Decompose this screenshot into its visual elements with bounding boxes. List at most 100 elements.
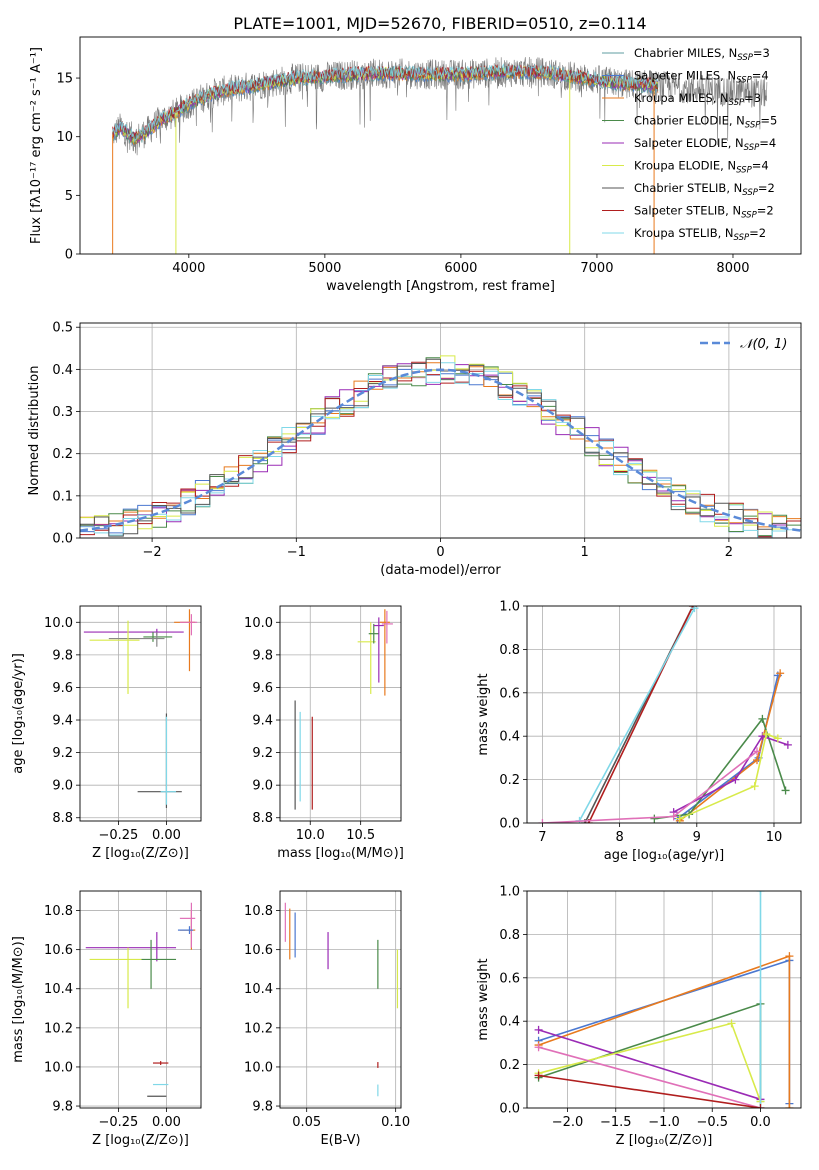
normal-curve xyxy=(80,368,801,532)
series-marker xyxy=(753,756,762,765)
x-axis-label: mass [log₁₀(M/M⊙)] xyxy=(277,846,404,861)
series-marker xyxy=(690,606,699,613)
series-marker xyxy=(783,740,792,749)
plot-area xyxy=(112,56,768,254)
x-tick-label: 2 xyxy=(725,545,733,560)
panel-2: −2 −1 0 1 2 0.0 0.1 0.2 0.3 0.4 0.5 (data-model)/er… xyxy=(27,321,802,578)
y-tick-label: 0.0 xyxy=(52,532,73,547)
y-tick-label: 10 xyxy=(56,130,73,145)
x-tick-label: 0.10 xyxy=(381,1115,410,1130)
series-marker xyxy=(781,786,790,795)
axes-frame xyxy=(79,36,802,255)
y-tick-label: 0.3 xyxy=(52,405,73,420)
y-tick-label: 9.8 xyxy=(252,1100,273,1115)
series-line xyxy=(542,750,758,823)
series-marker xyxy=(669,812,678,821)
plot-area xyxy=(284,902,399,1097)
x-tick-label: −0.25 xyxy=(98,1115,138,1130)
y-tick-label: 9.0 xyxy=(52,779,73,794)
y-tick-label: 9.8 xyxy=(252,648,273,663)
x-tick-label: 10.5 xyxy=(346,828,375,843)
y-axis-label: Normed distribution xyxy=(27,366,42,496)
y-tick-label: 10.0 xyxy=(44,1060,73,1075)
series-line xyxy=(673,735,789,813)
series-marker xyxy=(776,669,785,678)
y-tick-label: 10.0 xyxy=(44,616,73,631)
y-tick-label: 10.8 xyxy=(244,904,273,919)
y-axis-label: Flux [fλ10⁻¹⁷ erg cm⁻² s⁻¹ A⁻¹] xyxy=(29,47,44,244)
axes-frame xyxy=(526,890,802,1109)
series-marker xyxy=(785,952,794,961)
series-marker xyxy=(773,734,782,743)
axes-frame xyxy=(279,605,402,822)
y-tick-label: 0.0 xyxy=(499,817,520,832)
series-line xyxy=(538,1002,762,1102)
plot-area xyxy=(83,609,198,808)
y-tick-label: 0.5 xyxy=(52,321,73,336)
y-tick-label: 9.0 xyxy=(252,779,273,794)
x-tick-label: 1 xyxy=(581,545,589,560)
x-axis-label: Z [log₁₀(Z/Z⊙)] xyxy=(92,846,189,861)
y-axis-label: mass [log₁₀(M/M⊙)] xyxy=(11,936,26,1063)
histogram-series xyxy=(80,358,801,538)
y-tick-label: 0.4 xyxy=(499,1015,520,1030)
series-marker xyxy=(534,1043,543,1052)
y-tick-label: 10.0 xyxy=(244,616,273,631)
x-tick-label: 8 xyxy=(615,830,623,845)
series-marker xyxy=(534,1025,543,1034)
histogram-series xyxy=(80,362,801,538)
y-tick-label: 10.4 xyxy=(44,982,73,997)
x-tick-label: 8000 xyxy=(716,261,749,276)
y-tick-label: 9.4 xyxy=(252,714,273,729)
legend-label: Chabrier ELODIE, NSSP=5 xyxy=(634,114,777,131)
legend-label: Salpeter STELIB, NSSP=2 xyxy=(634,204,774,221)
x-tick-label: 0.00 xyxy=(152,828,181,843)
legend-label: Kroupa STELIB, NSSP=2 xyxy=(634,226,766,243)
panel-4: 10.0 10.5 8.8 9.0 9.2 9.4 9.6 9.8 10.0 mass [log₁… xyxy=(244,605,404,861)
plot-area xyxy=(534,891,794,1108)
legend-label: Chabrier STELIB, NSSP=2 xyxy=(634,181,775,198)
y-tick-label: 0 xyxy=(65,248,73,263)
y-tick-label: 9.8 xyxy=(52,648,73,663)
series-marker xyxy=(756,1104,765,1108)
panel-8: −2.0 −1.5 −1.0 −0.5 0.0 0.0 0.2 0.4 0.6 0.8 1.0 Z [… xyxy=(476,885,802,1148)
axes-frame xyxy=(279,890,402,1109)
plot-area xyxy=(85,902,196,1097)
x-tick-label: 4000 xyxy=(172,261,205,276)
x-tick-label: 7 xyxy=(538,830,546,845)
x-axis-label: E(B-V) xyxy=(320,1133,360,1148)
y-axis-label: age [log₁₀(age/yr)] xyxy=(11,653,26,774)
y-tick-label: 0.1 xyxy=(52,489,73,504)
series-marker xyxy=(785,1104,794,1108)
y-tick-label: 10.8 xyxy=(44,904,73,919)
x-tick-label: −0.25 xyxy=(98,828,138,843)
y-tick-label: 0.6 xyxy=(499,686,520,701)
y-tick-label: 15 xyxy=(56,72,73,87)
series-line xyxy=(538,1074,761,1108)
y-tick-label: 9.2 xyxy=(252,746,273,761)
x-tick-label: −0.5 xyxy=(696,1115,728,1130)
x-tick-label: −1.0 xyxy=(648,1115,680,1130)
series-marker xyxy=(762,730,771,739)
series-marker xyxy=(731,775,740,784)
figure-title: PLATE=1001, MJD=52670, FIBERID=0510, z=0… xyxy=(233,14,646,33)
y-tick-label: 1.0 xyxy=(499,885,520,900)
axes-frame xyxy=(79,890,202,1109)
x-axis-label: Z [log₁₀(Z/Z⊙)] xyxy=(92,1133,189,1148)
x-tick-label: 0.0 xyxy=(750,1115,771,1130)
x-tick-label: 0.00 xyxy=(152,1115,181,1130)
y-tick-label: 0.2 xyxy=(499,1058,520,1073)
y-tick-label: 9.2 xyxy=(52,746,73,761)
x-axis-label: wavelength [Angstrom, rest frame] xyxy=(326,279,555,294)
series-marker xyxy=(753,747,762,756)
legend-label: Kroupa ELODIE, NSSP=4 xyxy=(634,159,769,176)
x-tick-label: 7000 xyxy=(580,261,613,276)
y-tick-label: 0.4 xyxy=(52,363,73,378)
y-tick-label: 1.0 xyxy=(499,600,520,615)
legend-label: Chabrier MILES, NSSP=3 xyxy=(634,46,770,63)
y-tick-label: 10.2 xyxy=(44,1021,73,1036)
y-tick-label: 9.6 xyxy=(252,681,273,696)
series-marker xyxy=(534,1071,543,1080)
axes-frame xyxy=(79,605,202,822)
